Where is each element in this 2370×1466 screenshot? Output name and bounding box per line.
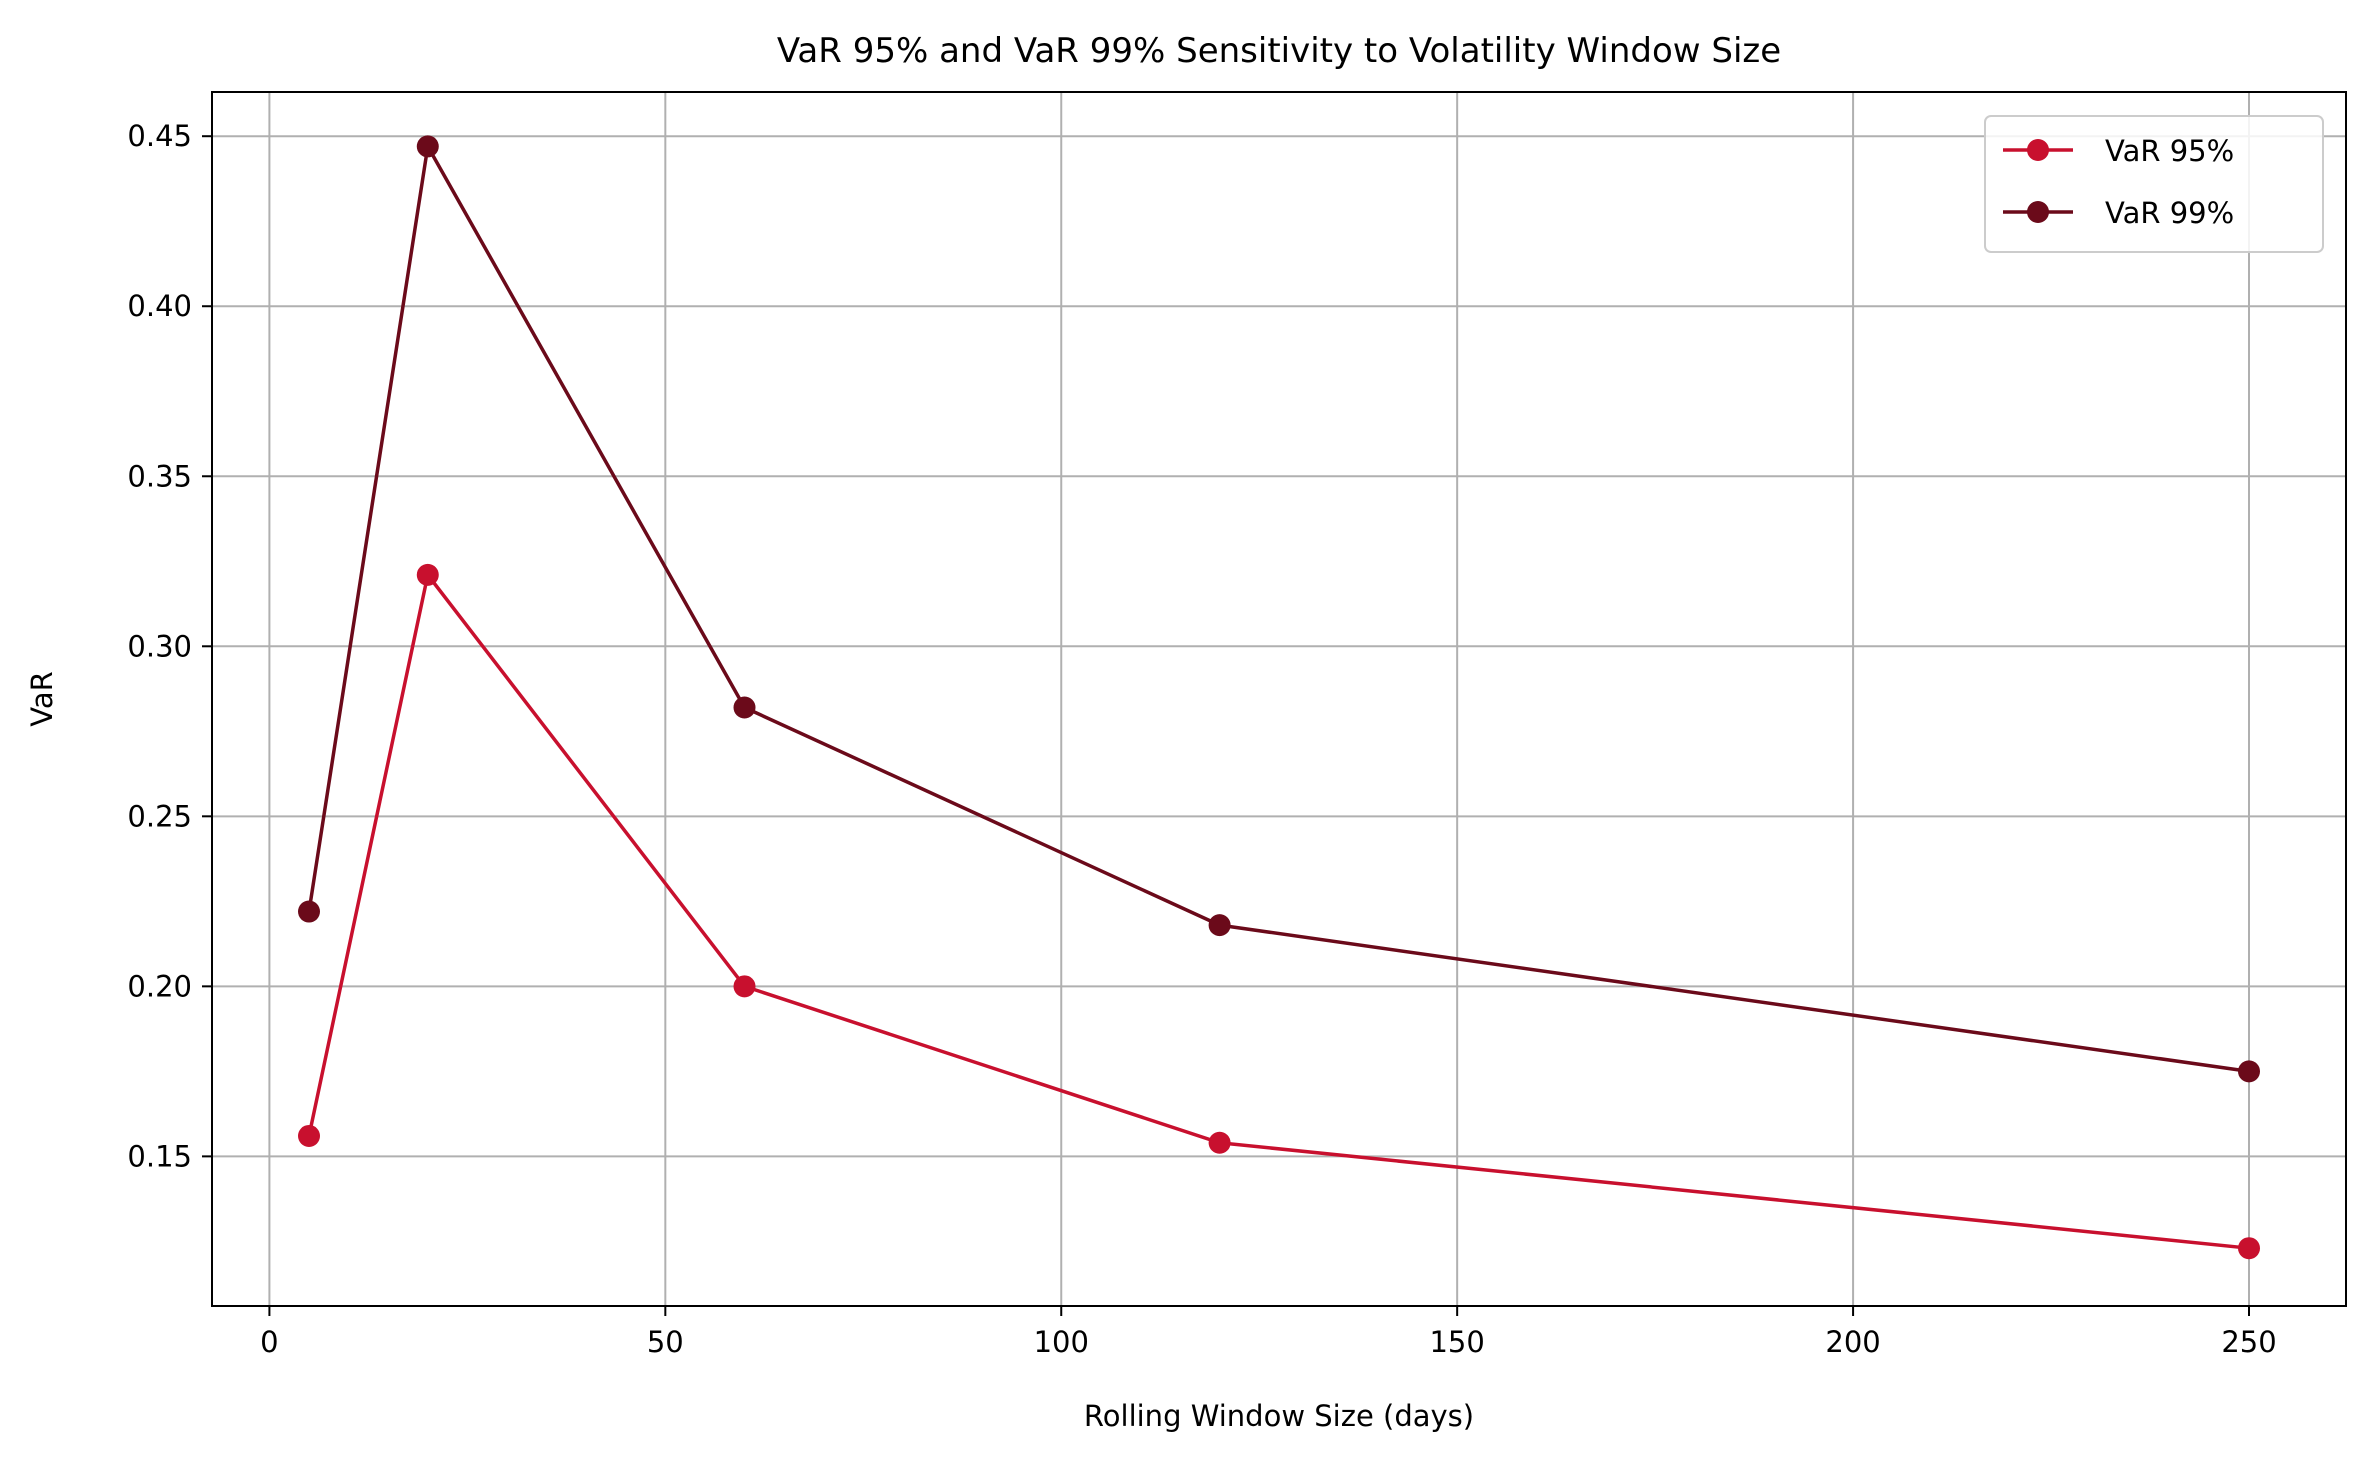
y-tick-label: 0.30 [127, 629, 192, 663]
x-axis-ticks: 0 50 100 150 200 250 [260, 1306, 2277, 1359]
legend: VaR 95% VaR 99% [1984, 115, 2324, 253]
chart-title: VaR 95% and VaR 99% Sensitivity to Volat… [777, 31, 1781, 71]
x-axis-label: Rolling Window Size (days) [1084, 1399, 1474, 1433]
data-point [2238, 1060, 2260, 1083]
data-point [733, 975, 756, 998]
x-tick-label: 150 [1429, 1325, 1484, 1359]
data-point [298, 900, 320, 923]
series-2 [298, 135, 2260, 1083]
legend-item: VaR 95% [2003, 134, 2234, 168]
legend-marker [2027, 139, 2049, 161]
data-point [416, 563, 439, 586]
data-point [733, 696, 756, 719]
y-axis-ticks: 0.15 0.20 0.25 0.30 0.35 0.40 0.45 [127, 119, 212, 1173]
legend-marker [2027, 201, 2049, 223]
y-axis-label: VaR [25, 671, 59, 727]
x-tick-label: 0 [260, 1325, 278, 1359]
legend-label: VaR 95% [2105, 134, 2234, 168]
series-1 [298, 563, 2260, 1260]
legend-label: VaR 99% [2105, 196, 2234, 230]
plot-area-frame [211, 91, 2347, 1307]
y-tick-label: 0.40 [127, 289, 192, 323]
y-tick-label: 0.15 [127, 1139, 192, 1173]
grid-lines [212, 92, 2346, 1306]
data-point [298, 1124, 320, 1147]
y-tick-label: 0.45 [127, 119, 192, 153]
data-point [1208, 1131, 1231, 1154]
data-point [2238, 1237, 2260, 1260]
x-tick-label: 250 [2221, 1325, 2276, 1359]
y-tick-label: 0.35 [127, 459, 192, 493]
legend-item: VaR 99% [2003, 196, 2234, 230]
data-point [1208, 914, 1231, 937]
series-layer [298, 135, 2260, 1260]
y-tick-label: 0.25 [127, 799, 192, 833]
y-tick-label: 0.20 [127, 969, 192, 1003]
x-tick-label: 100 [1034, 1325, 1089, 1359]
data-point [416, 135, 439, 158]
x-tick-label: 50 [647, 1325, 684, 1359]
x-tick-label: 200 [1825, 1325, 1880, 1359]
